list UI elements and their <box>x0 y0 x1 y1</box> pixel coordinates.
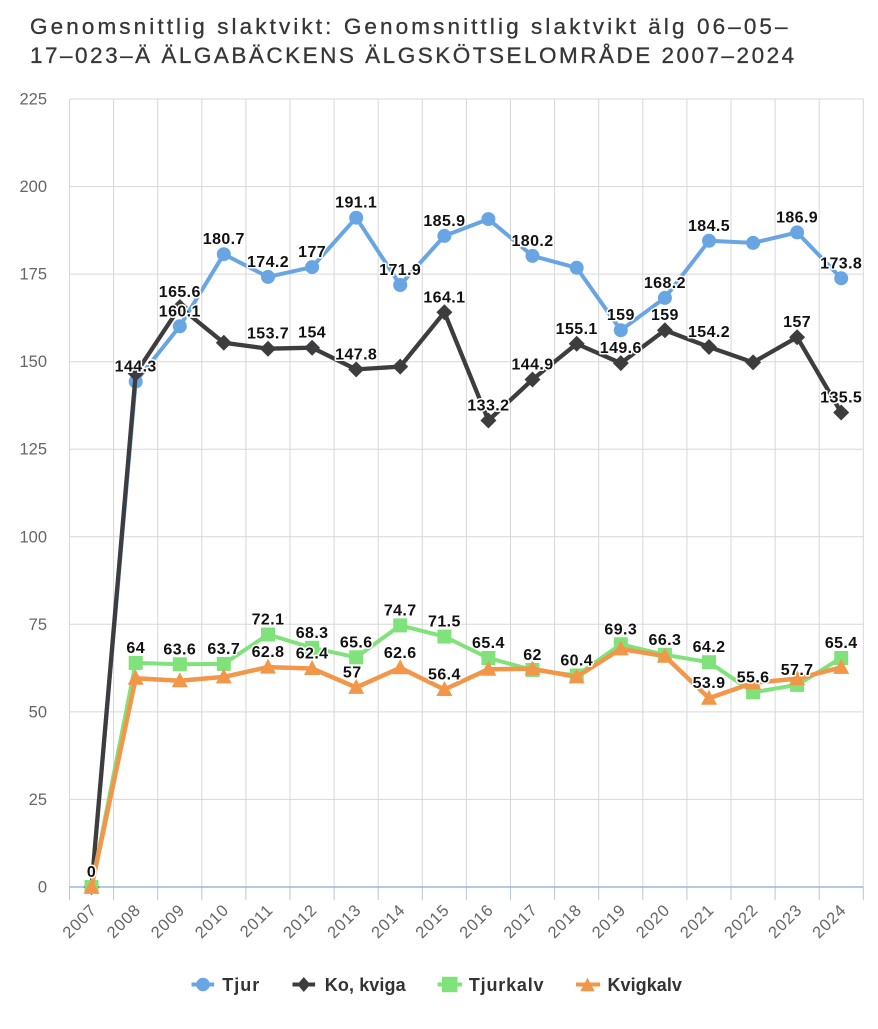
svg-text:174.2: 174.2 <box>247 254 289 271</box>
svg-text:65.4: 65.4 <box>472 635 505 652</box>
svg-text:65.4: 65.4 <box>825 635 858 652</box>
svg-text:65.6: 65.6 <box>340 634 373 651</box>
svg-text:64: 64 <box>126 640 145 657</box>
svg-text:62: 62 <box>523 647 542 664</box>
svg-text:17–023–Ä ÄLGABÄCKENS ÄLGSKÖTSE: 17–023–Ä ÄLGABÄCKENS ÄLGSKÖTSELOMRÅDE 20… <box>30 43 797 68</box>
svg-text:149.6: 149.6 <box>600 340 642 357</box>
svg-text:180.2: 180.2 <box>511 233 553 250</box>
svg-text:185.9: 185.9 <box>423 213 465 230</box>
svg-text:50: 50 <box>29 703 47 721</box>
svg-text:177: 177 <box>298 244 326 261</box>
svg-text:168.2: 168.2 <box>644 275 686 292</box>
svg-text:56.4: 56.4 <box>428 667 461 684</box>
svg-text:60.4: 60.4 <box>560 653 593 670</box>
svg-text:133.2: 133.2 <box>467 398 509 415</box>
svg-text:154.2: 154.2 <box>688 324 730 341</box>
svg-text:150: 150 <box>19 353 47 371</box>
svg-text:191.1: 191.1 <box>335 195 377 212</box>
svg-text:66.3: 66.3 <box>649 632 682 649</box>
svg-text:Tjur: Tjur <box>222 975 260 995</box>
svg-text:53.9: 53.9 <box>693 675 726 692</box>
svg-text:159: 159 <box>651 307 679 324</box>
svg-text:164.1: 164.1 <box>423 289 465 306</box>
svg-text:147.8: 147.8 <box>335 346 377 363</box>
svg-text:75: 75 <box>29 616 47 634</box>
svg-text:Tjurkalv: Tjurkalv <box>469 975 544 995</box>
svg-text:175: 175 <box>19 266 47 284</box>
svg-text:55.6: 55.6 <box>737 669 770 686</box>
svg-text:Ko, kviga: Ko, kviga <box>325 975 407 995</box>
svg-text:71.5: 71.5 <box>428 614 461 631</box>
svg-text:72.1: 72.1 <box>252 612 285 629</box>
svg-text:157: 157 <box>783 314 811 331</box>
svg-text:160.1: 160.1 <box>159 303 201 320</box>
svg-text:64.2: 64.2 <box>693 639 726 656</box>
svg-text:57: 57 <box>343 664 362 681</box>
svg-text:186.9: 186.9 <box>776 209 818 226</box>
svg-text:0: 0 <box>87 864 96 881</box>
svg-text:68.3: 68.3 <box>296 625 329 642</box>
svg-text:Genomsnittlig slaktvikt: Genom: Genomsnittlig slaktvikt: Genomsnittlig s… <box>30 14 791 39</box>
svg-text:Kvigkalv: Kvigkalv <box>608 975 682 995</box>
svg-text:184.5: 184.5 <box>688 218 730 235</box>
svg-text:100: 100 <box>19 528 47 546</box>
svg-text:154: 154 <box>298 325 326 342</box>
svg-text:153.7: 153.7 <box>247 326 289 343</box>
svg-text:62.4: 62.4 <box>296 646 329 663</box>
svg-text:62.8: 62.8 <box>252 644 285 661</box>
svg-text:57.7: 57.7 <box>781 662 814 679</box>
svg-text:0: 0 <box>38 879 47 897</box>
svg-text:165.6: 165.6 <box>159 284 201 301</box>
svg-text:144.9: 144.9 <box>511 357 553 374</box>
svg-text:225: 225 <box>19 91 47 109</box>
svg-text:69.3: 69.3 <box>604 621 637 638</box>
svg-text:144.3: 144.3 <box>115 359 157 376</box>
svg-text:200: 200 <box>19 178 47 196</box>
svg-text:135.5: 135.5 <box>820 390 862 407</box>
svg-text:63.7: 63.7 <box>207 641 240 658</box>
svg-text:62.6: 62.6 <box>384 645 417 662</box>
svg-text:125: 125 <box>19 441 47 459</box>
svg-text:155.1: 155.1 <box>556 321 598 338</box>
svg-text:25: 25 <box>29 791 47 809</box>
svg-text:63.6: 63.6 <box>163 641 196 658</box>
svg-text:171.9: 171.9 <box>379 262 421 279</box>
svg-text:180.7: 180.7 <box>203 231 245 248</box>
svg-text:159: 159 <box>607 307 635 324</box>
svg-text:74.7: 74.7 <box>384 602 417 619</box>
svg-text:173.8: 173.8 <box>820 255 862 272</box>
